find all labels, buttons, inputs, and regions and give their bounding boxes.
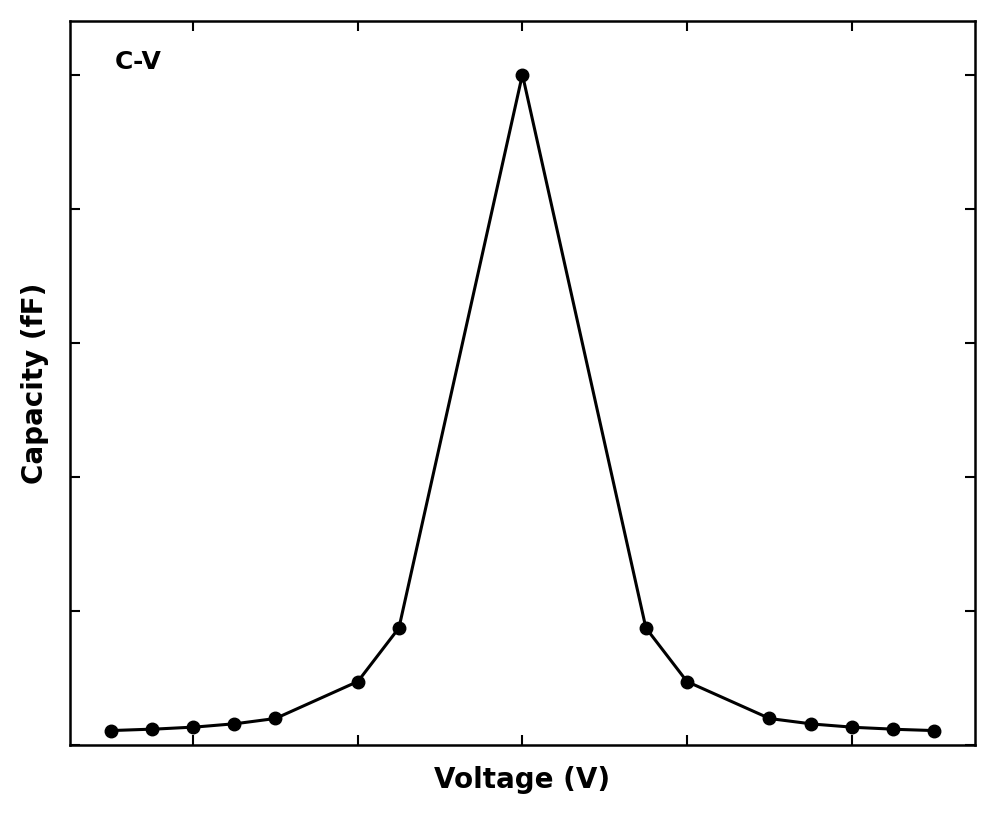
Y-axis label: Capacity (fF): Capacity (fF): [21, 282, 49, 484]
Text: C-V: C-V: [115, 50, 161, 74]
X-axis label: Voltage (V): Voltage (V): [434, 766, 611, 794]
